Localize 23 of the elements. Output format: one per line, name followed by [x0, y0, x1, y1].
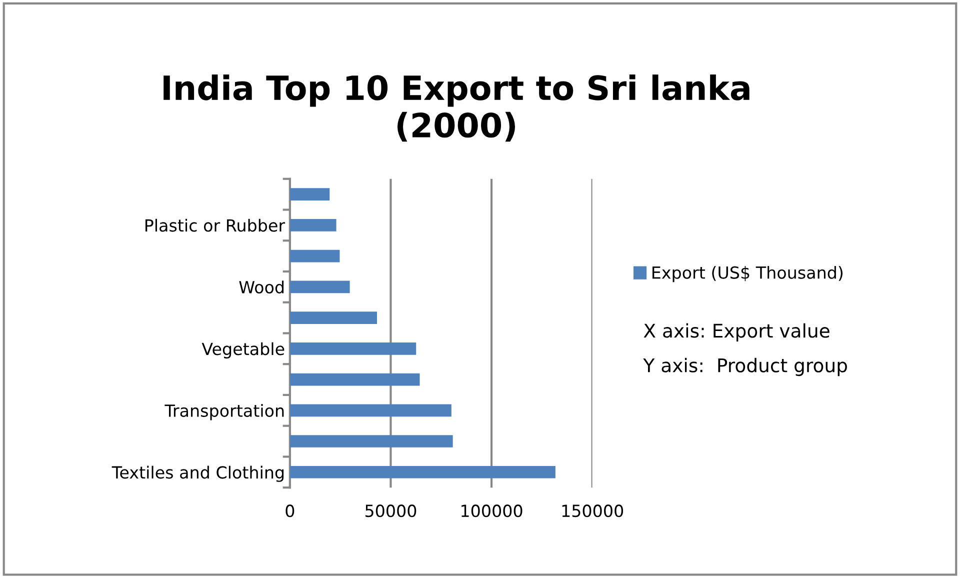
bar: [290, 219, 336, 232]
bar: [290, 280, 350, 294]
x-tick-label: 150000: [562, 504, 624, 518]
y-tick-label: Vegetable: [202, 342, 284, 358]
bar: [290, 466, 556, 478]
bar: [290, 404, 452, 417]
bar: [290, 250, 340, 262]
text: X axis: Export value: [644, 323, 830, 342]
bar: [290, 373, 420, 386]
x-tick-label: 0: [286, 504, 294, 518]
y-tick-label: Textiles and Clothing: [112, 466, 284, 482]
text: Y axis: Product group: [643, 358, 847, 376]
chart-title: India Top 10 Export to Sri lanka (2000): [164, 74, 750, 142]
bar: [290, 312, 378, 324]
x-tick-label: 50000: [365, 504, 416, 518]
y-tick-label: Wood: [239, 280, 284, 294]
y-tick-label: Transportation: [164, 404, 284, 420]
bar: [290, 342, 416, 355]
y-tick-label: Plastic or Rubber: [145, 218, 286, 232]
legend-label: Export (US$ Thousand): [652, 266, 843, 282]
bar: [290, 188, 330, 200]
x-tick-label: 100000: [462, 504, 522, 518]
bar: [290, 435, 453, 448]
